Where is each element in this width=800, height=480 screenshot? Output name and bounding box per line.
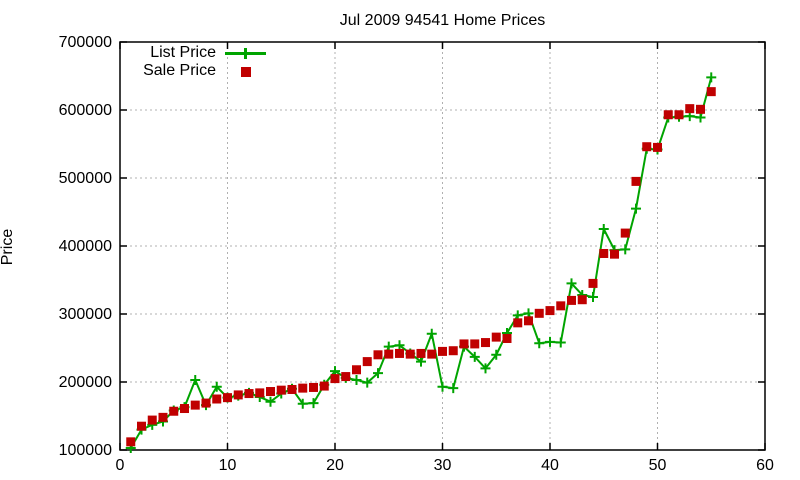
sale-price-square-marker [255,388,265,398]
legend-label-list-price: List Price [150,44,216,61]
sale-price-square-marker [352,365,361,375]
sale-price-square-marker [137,421,146,431]
sale-price-square-marker [233,390,243,400]
sale-price-square-marker [470,339,480,349]
sale-price-square-marker [642,142,652,152]
sale-price-square-marker [545,306,555,316]
sale-price-square-marker [298,383,308,393]
sale-price-square-marker [459,339,469,349]
y-tick-label: 400000 [59,238,112,255]
sale-price-square-marker [588,278,598,288]
sale-price-square-marker [663,110,673,120]
sale-price-square-marker [534,308,544,318]
sale-price-square-marker [201,398,211,408]
sale-price-square-marker [448,346,458,356]
sale-price-square-marker [223,393,232,403]
y-tick-label: 700000 [59,34,112,51]
sale-price-square-marker [287,384,297,394]
x-tick-label: 10 [219,457,237,474]
sale-price-square-marker [330,374,340,384]
sale-price-square-marker [620,228,630,238]
sale-price-square-marker [373,350,383,360]
sale-price-square-marker [276,385,286,395]
sale-price-square-marker [244,389,254,399]
list-price-line [129,77,713,449]
x-tick-label: 0 [116,457,125,474]
sale-price-square-marker [427,349,437,359]
sale-price-square-marker [685,104,695,114]
list-price-line-sample-icon [225,44,266,62]
sale-price-square-marker [180,404,189,414]
sale-price-square-marker [502,333,512,343]
y-tick-label: 500000 [59,170,112,187]
y-tick-label: 300000 [59,306,112,323]
sale-price-square-marker [266,387,275,397]
sale-price-square-marker [577,295,587,305]
sale-price-square-marker [567,295,576,305]
sale-price-square-marker [513,318,523,328]
sale-price-square-marker [524,316,533,326]
plus-marker-icon [244,48,247,59]
sale-price-square-marker [631,176,641,186]
sale-price-square-marker [491,332,501,342]
sale-price-square-marker [674,110,684,120]
sale-price-square-marker [706,87,716,97]
sale-price-square-marker [341,372,351,382]
y-tick-label: 100000 [59,442,112,459]
legend-entry-list-price: List Price [116,44,266,62]
sale-price-square-marker [126,437,136,447]
red-square-swatch [241,67,251,77]
sale-price-square-marker [416,348,426,358]
sale-price-square-marker [190,400,200,410]
sale-price-square-marker [405,349,415,359]
x-tick-label: 20 [326,457,344,474]
x-tick-label: 30 [434,457,452,474]
sale-price-square-marker [384,349,394,359]
sale-price-square-marker [362,357,372,367]
sale-price-square-marker [212,394,222,404]
sale-price-square-marker [438,346,447,356]
sale-price-square-marker [147,415,157,425]
sale-price-square-marker [169,406,179,416]
sale-price-square-marker [309,382,318,392]
sale-price-square-marker [395,348,404,358]
sale-price-square-marker [653,142,662,152]
legend: List Price Sale Price [116,44,266,80]
legend-label-sale-price: Sale Price [143,62,216,79]
sale-price-square-marker [599,248,609,258]
sale-price-square-marker [319,381,329,391]
chart-title: Jul 2009 94541 Home Prices [339,12,546,29]
sale-price-square-marker [556,301,566,311]
x-tick-label: 60 [756,457,774,474]
sale-price-square-marker [481,338,490,348]
sale-price-square-sample-icon [225,62,266,80]
y-tick-label: 600000 [59,102,112,119]
x-tick-label: 50 [649,457,667,474]
x-tick-label: 40 [541,457,559,474]
sale-price-square-marker [696,104,705,114]
sale-price-square-marker [158,412,168,422]
legend-entry-sale-price: Sale Price [116,62,266,80]
y-tick-label: 200000 [59,374,112,391]
sale-price-square-marker [610,249,619,259]
